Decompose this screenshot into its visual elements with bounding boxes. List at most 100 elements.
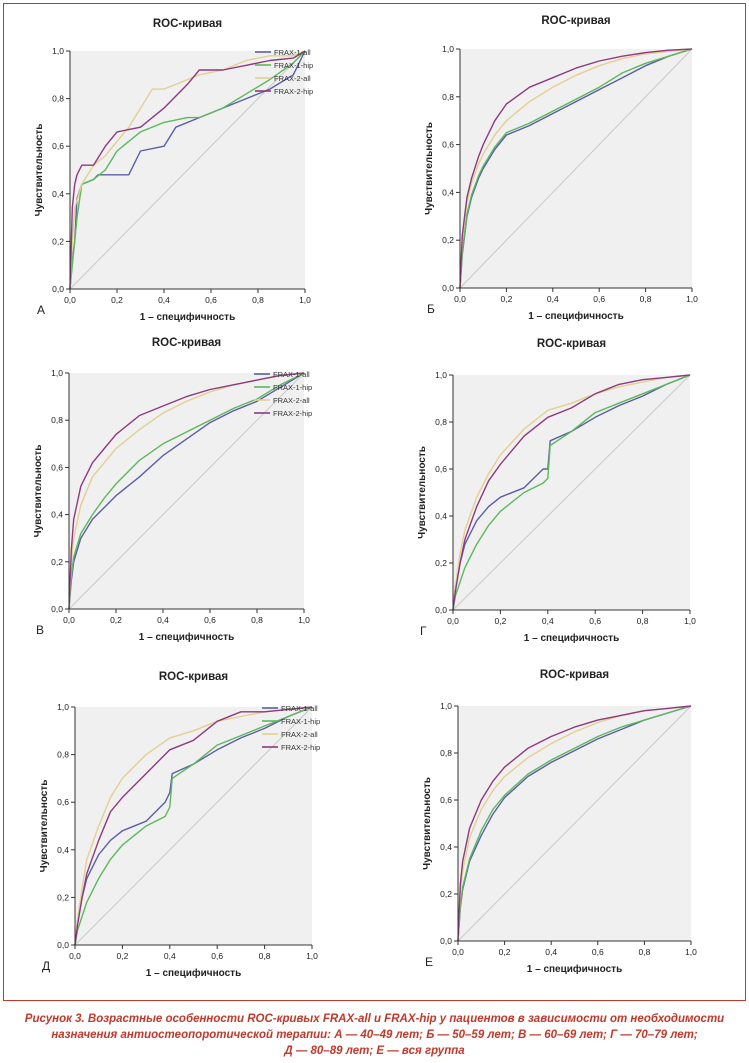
y-tick-label: 1,0 <box>442 44 454 54</box>
x-tick-label: 0,6 <box>211 951 223 961</box>
x-tick-label: 1,0 <box>684 616 696 626</box>
y-tick-label: 0,2 <box>51 557 63 567</box>
chart-title: ROC-кривая <box>537 338 606 350</box>
y-tick-label: 0,6 <box>442 140 454 150</box>
x-tick-label: 0,4 <box>547 294 559 304</box>
y-tick-label: 0,8 <box>52 94 64 104</box>
figure-frame <box>3 3 746 1001</box>
roc-chart-panel-5: 0,00,0 0,2 0,2 0,4 0,4 0,6 0,6 0,8 0,8 1,0 1,0 ROC-… <box>39 671 320 979</box>
x-tick-label: 0,6 <box>593 294 605 304</box>
y-tick-label: 0,8 <box>435 417 447 427</box>
x-tick-label: 0,0 <box>63 615 75 625</box>
roc-chart-panel-2: 0,00,0 0,2 0,2 0,4 0,4 0,6 0,6 0,8 0,8 1,0 1,0 ROC-… <box>424 15 698 322</box>
chart-title: ROC-кривая <box>152 337 221 349</box>
y-tick-label: 0,2 <box>52 236 64 246</box>
series-line-frax-1-hip <box>459 48 693 289</box>
y-tick-label: 0,0 <box>440 936 452 946</box>
x-axis-label: 1 – специфичность <box>140 311 235 323</box>
panel-label: Е <box>425 955 433 969</box>
x-tick-label: 1,0 <box>298 615 310 625</box>
series-line-frax-2-hip <box>459 48 693 289</box>
legend-label: FRAX-2-all <box>281 730 318 739</box>
series-line-frax-2-all <box>74 706 313 946</box>
legend-label: FRAX-1-hip <box>273 383 312 392</box>
y-tick-label: 0,8 <box>440 748 452 758</box>
reference-diagonal <box>452 374 691 611</box>
series-line-frax-1-hip <box>69 50 306 290</box>
x-tick-label: 0,2 <box>116 951 128 961</box>
series-line-frax-1-all <box>68 372 305 610</box>
y-tick-label: 0,4 <box>51 510 63 520</box>
chart-title: ROC-кривая <box>541 15 610 27</box>
x-axis-label: 1 – специфичность <box>527 963 622 975</box>
legend-label: FRAX-1-all <box>274 48 311 57</box>
roc-chart-panel-3: 0,00,0 0,2 0,2 0,4 0,4 0,6 0,6 0,8 0,8 1,0 1,0 ROC-… <box>33 337 312 643</box>
figure-caption: Рисунок 3. Возрастные особенности ROC-кр… <box>10 1011 739 1059</box>
roc-charts-figure: 0,00,00,20,20,40,40,60,60,80,81,01,0ROC-… <box>33 15 698 979</box>
x-tick-label: 0,8 <box>637 616 649 626</box>
y-axis-label: Чувствительность <box>422 777 433 870</box>
y-tick-label: 1,0 <box>57 702 69 712</box>
y-tick-label: 0,0 <box>51 604 63 614</box>
roc-chart-panel-4: 0,00,0 0,2 0,2 0,4 0,4 0,6 0,6 0,8 0,8 1,0 1,0 ROC-… <box>417 338 696 644</box>
x-axis-label: 1 – специфичность <box>146 967 241 979</box>
x-tick-label: 1,0 <box>685 947 697 957</box>
x-axis-label: 1 – специфичность <box>528 310 623 322</box>
x-tick-label: 0,6 <box>589 616 601 626</box>
roc-chart-panel-1: 0,00,0 0,2 0,2 0,4 0,4 0,6 0,6 0,8 0,8 1,0 1,0 ROC-… <box>34 18 313 323</box>
y-tick-label: 0,0 <box>52 284 64 294</box>
y-tick-label: 0,6 <box>57 797 69 807</box>
y-tick-label: 0,2 <box>57 892 69 902</box>
x-axis-label: 1 – специфичность <box>139 631 234 643</box>
reference-diagonal <box>459 48 693 289</box>
panel-label: Д <box>42 959 50 973</box>
series-line-frax-2-hip <box>69 50 306 290</box>
x-tick-label: 0,0 <box>447 616 459 626</box>
x-tick-label: 0,0 <box>452 947 464 957</box>
x-tick-label: 0,2 <box>499 947 511 957</box>
series-line-frax-2-hip <box>74 706 313 946</box>
y-axis-label: Чувствительность <box>424 122 435 215</box>
x-tick-label: 0,2 <box>111 295 123 305</box>
x-tick-label: 0,2 <box>500 294 512 304</box>
legend-label: FRAX-1-all <box>273 370 310 379</box>
x-tick-label: 0,6 <box>205 295 217 305</box>
x-tick-label: 0,0 <box>454 294 466 304</box>
series-line-frax-1-hip <box>452 374 691 611</box>
x-tick-label: 0,2 <box>110 615 122 625</box>
series-line-frax-2-hip <box>452 374 691 611</box>
x-tick-label: 0,8 <box>252 295 264 305</box>
series-line-frax-1-all <box>69 50 306 290</box>
legend-label: FRAX-2-hip <box>273 409 312 418</box>
y-tick-label: 0,2 <box>440 889 452 899</box>
roc-chart-panel-6: 0,00,0 0,2 0,2 0,4 0,4 0,6 0,6 0,8 0,8 1,0 1,0 ROC-… <box>422 669 697 975</box>
y-tick-label: 0,0 <box>442 283 454 293</box>
y-tick-label: 1,0 <box>440 701 452 711</box>
y-tick-label: 0,8 <box>57 750 69 760</box>
x-tick-label: 0,4 <box>164 951 176 961</box>
y-tick-label: 0,6 <box>51 462 63 472</box>
panel-label: А <box>37 303 45 317</box>
legend-label: FRAX-2-hip <box>274 87 313 96</box>
y-tick-label: 0,8 <box>51 415 63 425</box>
caption-line-3: Д — 80–89 лет; Е — вся группа <box>284 1045 465 1057</box>
y-tick-label: 0,0 <box>57 940 69 950</box>
series-line-frax-2-hip <box>457 705 692 942</box>
series-line-frax-2-all <box>69 50 306 290</box>
x-axis-label: 1 – специфичность <box>524 632 619 644</box>
series-line-frax-1-hip <box>457 705 692 942</box>
y-tick-label: 0,6 <box>435 464 447 474</box>
legend-label: FRAX-2-all <box>274 74 311 83</box>
x-tick-label: 0,4 <box>158 295 170 305</box>
legend-label: FRAX-1-all <box>281 704 318 713</box>
panel-label: В <box>36 623 44 637</box>
x-tick-label: 1,0 <box>686 294 698 304</box>
x-tick-label: 0,4 <box>157 615 169 625</box>
chart-title: ROC-кривая <box>159 671 228 683</box>
series-line-frax-2-hip <box>68 372 305 610</box>
y-tick-label: 0,4 <box>440 842 452 852</box>
legend-label: FRAX-2-hip <box>281 743 320 752</box>
x-tick-label: 0,4 <box>542 616 554 626</box>
legend-label: FRAX-2-all <box>273 396 310 405</box>
y-axis-label: Чувствительность <box>33 445 44 538</box>
